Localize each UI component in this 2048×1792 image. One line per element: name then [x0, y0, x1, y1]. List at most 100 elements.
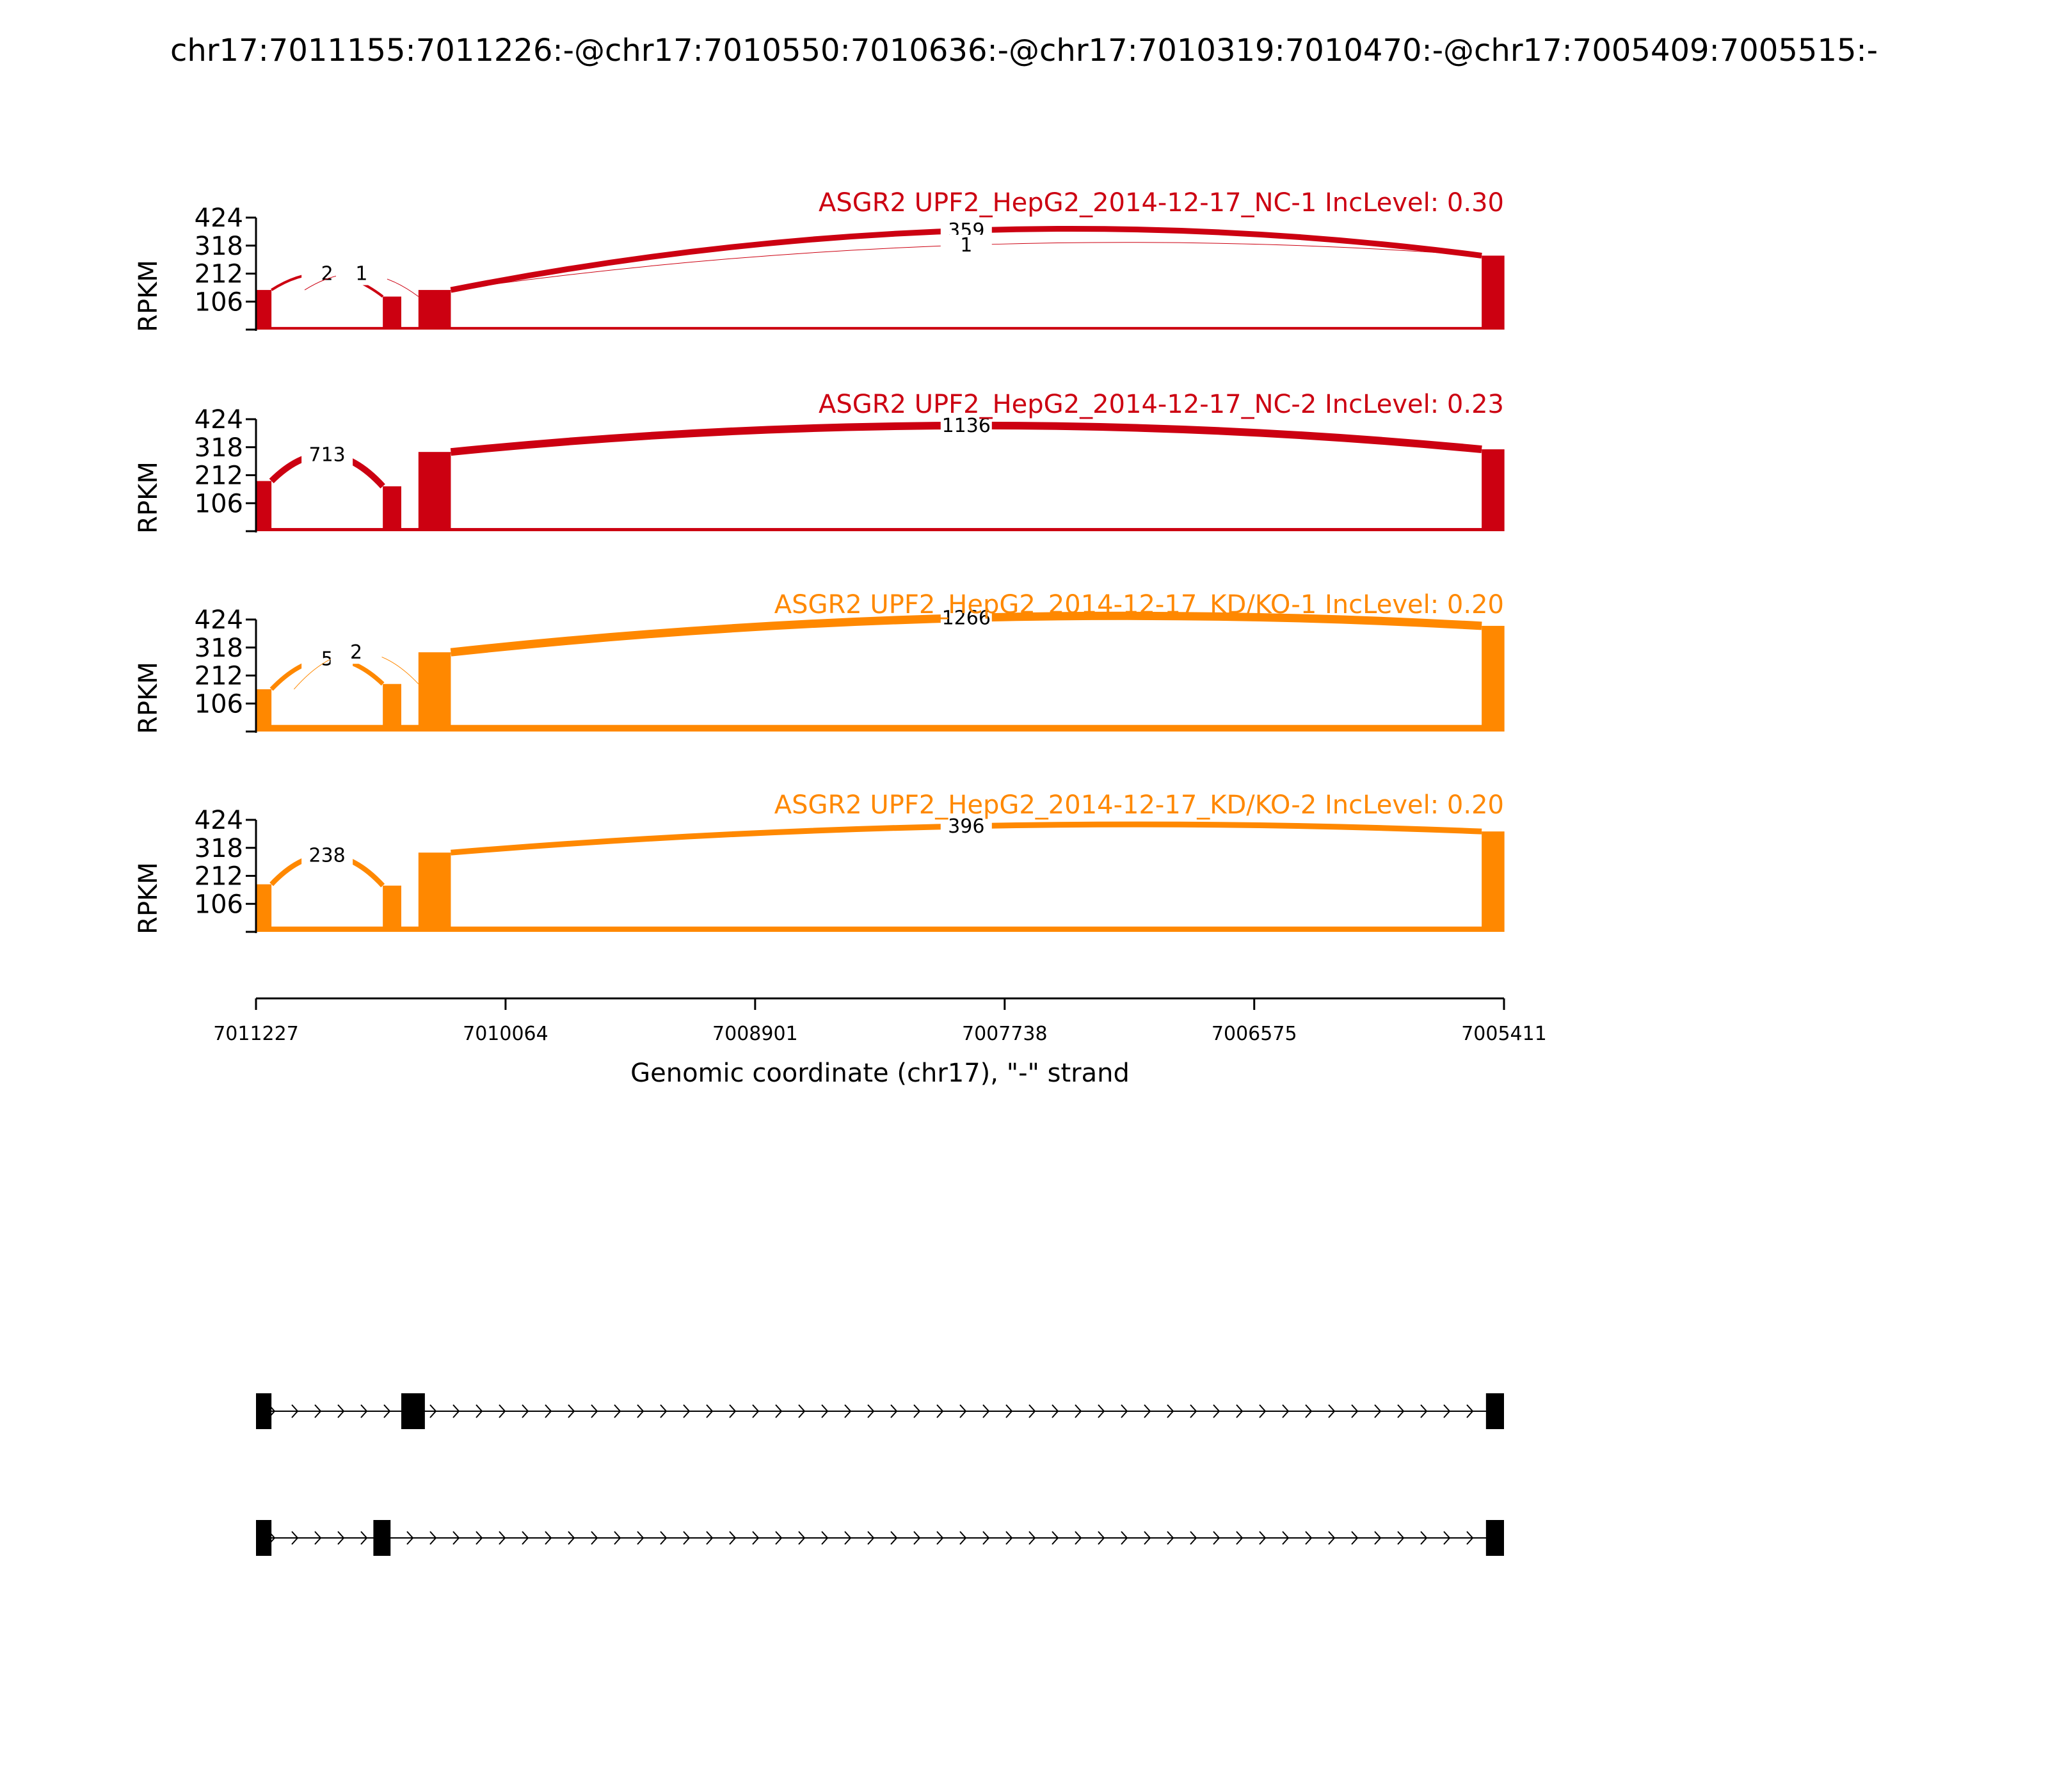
exon-coverage-bar — [256, 481, 272, 531]
strand-chevron — [637, 1531, 644, 1545]
strand-chevron — [522, 1404, 529, 1418]
exon-coverage-bar — [418, 290, 451, 330]
strand-chevron — [1167, 1404, 1174, 1418]
y-tick-label: 424 — [195, 204, 243, 233]
junction-label-bg — [335, 263, 387, 285]
x-tick-label: 7006575 — [1212, 1023, 1297, 1045]
strand-chevron — [406, 1531, 414, 1545]
strand-chevron — [1052, 1531, 1059, 1545]
y-tick-label: 106 — [195, 689, 243, 719]
strand-chevron — [1259, 1531, 1267, 1545]
strand-chevron — [568, 1531, 575, 1545]
strand-chevron — [314, 1404, 322, 1418]
strand-chevron — [1075, 1404, 1082, 1418]
panel-title: ASGR2 UPF2_HepG2_2014-12-17_NC-1 IncLeve… — [819, 188, 1504, 218]
isoform-track — [256, 1520, 1504, 1556]
strand-chevron — [1466, 1404, 1474, 1418]
y-axis-label: RPKM — [134, 461, 163, 534]
strand-chevron — [706, 1404, 714, 1418]
exon-coverage-bar — [383, 296, 401, 330]
strand-chevron — [982, 1531, 990, 1545]
strand-chevron — [360, 1404, 368, 1418]
strand-chevron — [522, 1531, 529, 1545]
strand-chevron — [1213, 1404, 1220, 1418]
y-tick-label: 212 — [195, 662, 243, 691]
x-tick-label: 7010064 — [463, 1023, 548, 1045]
junction-count-label: 2 — [350, 641, 362, 664]
y-tick-label: 106 — [195, 890, 243, 919]
y-axis-label: RPKM — [134, 260, 163, 332]
y-tick-label: 318 — [195, 634, 243, 663]
isoform-exon — [401, 1393, 425, 1429]
strand-chevron — [1466, 1531, 1474, 1545]
strand-chevron — [1374, 1531, 1382, 1545]
exon-coverage-bar — [256, 290, 272, 330]
strand-chevron — [452, 1404, 460, 1418]
strand-chevron — [291, 1531, 299, 1545]
strand-chevron — [1075, 1531, 1082, 1545]
junction-count-label: 238 — [309, 844, 346, 867]
panel-title: ASGR2 UPF2_HepG2_2014-12-17_KD/KO-2 IncL… — [774, 790, 1504, 820]
strand-chevron — [660, 1531, 668, 1545]
strand-chevron — [1351, 1404, 1359, 1418]
exon-coverage-bar — [418, 452, 451, 531]
strand-chevron — [1305, 1531, 1313, 1545]
y-tick-label: 424 — [195, 605, 243, 635]
strand-chevron — [1236, 1404, 1244, 1418]
strand-chevron — [1190, 1404, 1197, 1418]
junction-label-bg — [330, 642, 382, 664]
strand-chevron — [683, 1531, 691, 1545]
strand-chevron — [821, 1404, 829, 1418]
exon-coverage-bar — [383, 684, 401, 732]
strand-chevron — [1397, 1404, 1405, 1418]
strand-chevron — [591, 1531, 598, 1545]
strand-chevron — [913, 1531, 921, 1545]
strand-chevron — [1098, 1531, 1105, 1545]
junction-label-bg — [940, 234, 992, 257]
junction-count-label: 396 — [948, 815, 984, 838]
strand-chevron — [1028, 1404, 1036, 1418]
strand-chevron — [568, 1404, 575, 1418]
junction-count-label: 1266 — [942, 607, 991, 630]
strand-chevron — [1144, 1531, 1151, 1545]
y-axis-label: RPKM — [134, 862, 163, 934]
exon-coverage-bar — [256, 884, 272, 932]
exon-coverage-bar — [383, 885, 401, 932]
strand-chevron — [545, 1531, 552, 1545]
x-tick-label: 7008901 — [712, 1023, 798, 1045]
isoform-tracks — [256, 1393, 1504, 1556]
strand-chevron — [890, 1531, 898, 1545]
strand-chevron — [1005, 1404, 1013, 1418]
exon-coverage-bar — [1482, 831, 1505, 932]
strand-chevron — [752, 1531, 760, 1545]
strand-chevron — [1305, 1404, 1313, 1418]
strand-chevron — [1213, 1531, 1220, 1545]
y-tick-label: 212 — [195, 260, 243, 289]
strand-chevron — [1259, 1404, 1267, 1418]
junction-label-bg — [301, 444, 353, 467]
strand-chevron — [729, 1531, 737, 1545]
strand-chevron — [1167, 1531, 1174, 1545]
intron-coverage — [256, 326, 1504, 330]
strand-chevron — [890, 1404, 898, 1418]
strand-chevron — [867, 1404, 875, 1418]
strand-chevron — [844, 1531, 852, 1545]
strand-chevron — [476, 1404, 483, 1418]
strand-chevron — [337, 1404, 345, 1418]
junction-count-label: 5 — [321, 648, 333, 670]
strand-chevron — [476, 1531, 483, 1545]
strand-chevron — [452, 1531, 460, 1545]
strand-chevron — [683, 1404, 691, 1418]
exon-coverage-bar — [418, 652, 451, 732]
strand-chevron — [913, 1404, 921, 1418]
strand-chevron — [1420, 1531, 1428, 1545]
junction-count-label: 2 — [321, 263, 333, 285]
strand-chevron — [1397, 1531, 1405, 1545]
strand-chevron — [1374, 1404, 1382, 1418]
